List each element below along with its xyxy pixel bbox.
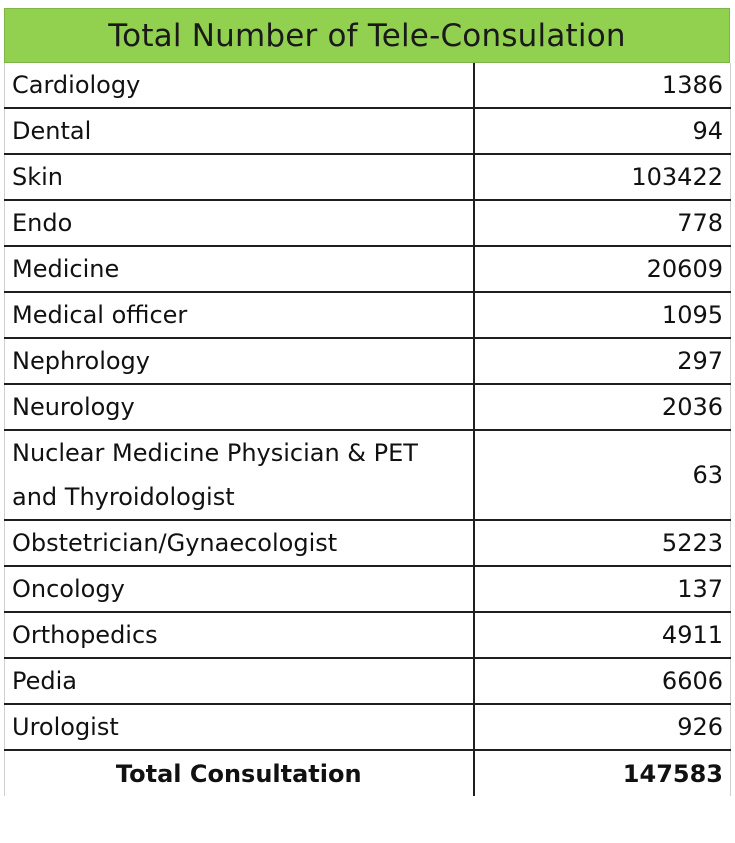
table-row: Orthopedics 4911 xyxy=(4,612,731,659)
consultation-count: 20609 xyxy=(473,246,731,293)
specialty-name: Neurology xyxy=(4,384,475,431)
consultation-count: 63 xyxy=(473,430,731,521)
consultation-count: 2036 xyxy=(473,384,731,431)
consultation-table-container: Total Number of Tele-Consulation Cardiol… xyxy=(4,8,731,796)
table-row: Skin 103422 xyxy=(4,154,731,201)
consultation-table: Cardiology 1386 Dental 94 Skin 103422 En… xyxy=(4,63,731,796)
total-row: Total Consultation 147583 xyxy=(4,750,731,796)
consultation-count: 926 xyxy=(473,704,731,751)
specialty-name: Medical officer xyxy=(4,292,475,339)
total-value: 147583 xyxy=(473,750,731,796)
total-label: Total Consultation xyxy=(4,750,475,796)
consultation-count: 137 xyxy=(473,566,731,613)
consultation-count: 1386 xyxy=(473,63,731,109)
table-row: Medicine 20609 xyxy=(4,246,731,293)
consultation-count: 4911 xyxy=(473,612,731,659)
specialty-name: Nephrology xyxy=(4,338,475,385)
specialty-name: Cardiology xyxy=(4,63,475,109)
consultation-count: 5223 xyxy=(473,520,731,567)
specialty-name: Orthopedics xyxy=(4,612,475,659)
specialty-name: Endo xyxy=(4,200,475,247)
specialty-name: Pedia xyxy=(4,658,475,705)
consultation-count: 94 xyxy=(473,108,731,155)
specialty-name: Urologist xyxy=(4,704,475,751)
table-title: Total Number of Tele-Consulation xyxy=(4,8,730,63)
specialty-name: Obstetrician/Gynaecologist xyxy=(4,520,475,567)
specialty-name: Nuclear Medicine Physician & PET and Thy… xyxy=(4,430,475,521)
table-row: Dental 94 xyxy=(4,108,731,155)
table-row: Nephrology 297 xyxy=(4,338,731,385)
table-row: Oncology 137 xyxy=(4,566,731,613)
consultation-count: 103422 xyxy=(473,154,731,201)
table-row: Pedia 6606 xyxy=(4,658,731,705)
table-row: Urologist 926 xyxy=(4,704,731,751)
table-row: Nuclear Medicine Physician & PET and Thy… xyxy=(4,430,731,521)
table-row: Obstetrician/Gynaecologist 5223 xyxy=(4,520,731,567)
consultation-count: 297 xyxy=(473,338,731,385)
consultation-count: 1095 xyxy=(473,292,731,339)
table-row: Medical officer 1095 xyxy=(4,292,731,339)
specialty-name: Oncology xyxy=(4,566,475,613)
consultation-count: 778 xyxy=(473,200,731,247)
specialty-name: Dental xyxy=(4,108,475,155)
specialty-name: Medicine xyxy=(4,246,475,293)
table-row: Neurology 2036 xyxy=(4,384,731,431)
table-row: Cardiology 1386 xyxy=(4,63,731,109)
specialty-name: Skin xyxy=(4,154,475,201)
consultation-count: 6606 xyxy=(473,658,731,705)
table-row: Endo 778 xyxy=(4,200,731,247)
